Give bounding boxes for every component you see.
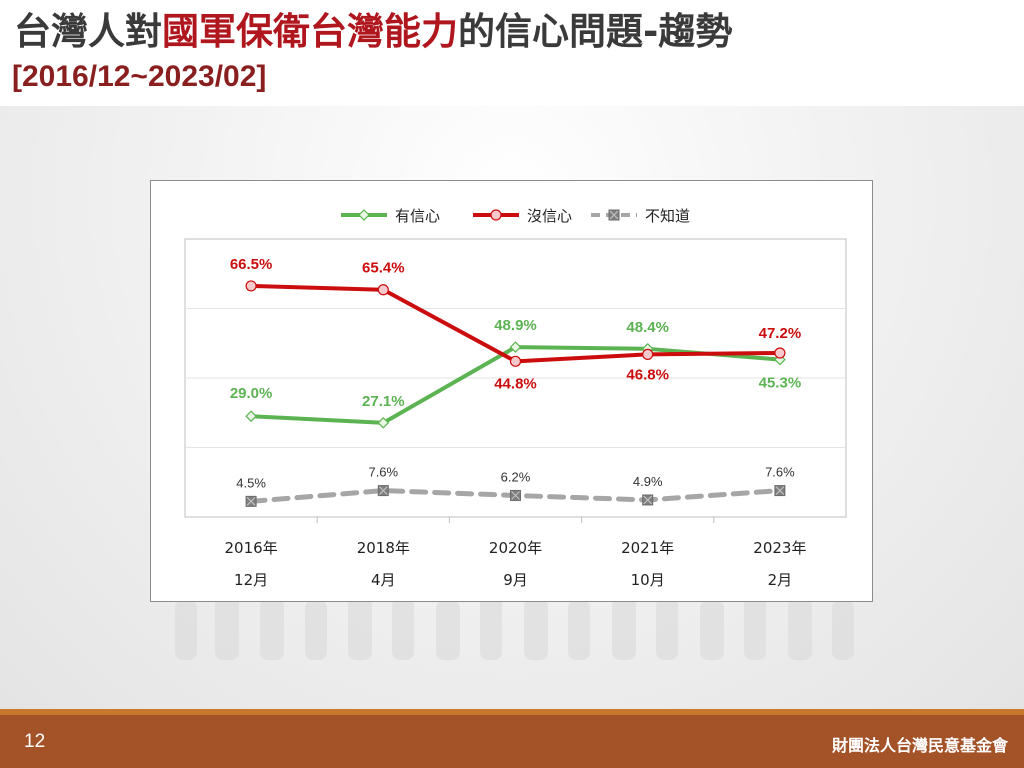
data-label: 6.2% bbox=[501, 469, 531, 484]
x-tick-label: 2023年 bbox=[753, 539, 806, 557]
data-point bbox=[377, 284, 389, 296]
chart-container: 有信心 沒信心 不知道 29.0% 27.1% 48.9% 48.4% 45.3% 66.5%… bbox=[150, 180, 873, 602]
slide-title: 台灣人對國軍保衛台灣能力的信心問題-趨勢 bbox=[14, 10, 732, 54]
title-suffix: 的信心問題-趨勢 bbox=[458, 10, 733, 53]
legend-label: 不知道 bbox=[645, 207, 690, 225]
x-axis: 2016年 12月 2018年 4月 2020年 9月 2021年 10月 2023年 2月 bbox=[225, 517, 806, 589]
data-point-cross bbox=[643, 495, 653, 505]
data-point bbox=[642, 494, 654, 506]
x-tick-label: 4月 bbox=[371, 571, 396, 589]
series-有信心: 29.0% 27.1% 48.9% 48.4% 45.3% bbox=[230, 317, 802, 429]
series-不知道: 4.5% 7.6% 6.2% 4.9% 7.6% bbox=[236, 465, 795, 507]
data-point bbox=[642, 348, 654, 360]
data-label: 48.9% bbox=[494, 317, 537, 334]
data-point bbox=[358, 209, 370, 221]
data-point bbox=[774, 347, 786, 359]
data-point bbox=[377, 416, 390, 429]
series-layer: 29.0% 27.1% 48.9% 48.4% 45.3% 66.5% 65.4% 44.8%… bbox=[230, 256, 802, 507]
data-point-cross bbox=[609, 210, 619, 220]
legend-item: 有信心 bbox=[341, 207, 440, 225]
x-tick-label: 2月 bbox=[768, 571, 793, 589]
legend: 有信心 沒信心 不知道 bbox=[341, 207, 690, 225]
footer-accent-line bbox=[0, 709, 1024, 715]
data-label: 66.5% bbox=[230, 256, 273, 273]
slide-subtitle: [2016/12~2023/02] bbox=[12, 60, 267, 93]
data-point bbox=[245, 280, 257, 292]
legend-label: 有信心 bbox=[395, 207, 440, 225]
data-point bbox=[608, 209, 620, 221]
x-tick-label: 9月 bbox=[503, 571, 528, 589]
data-point bbox=[245, 410, 257, 423]
data-label: 48.4% bbox=[626, 319, 669, 336]
x-tick-label: 10月 bbox=[631, 571, 665, 589]
title-prefix: 台灣人對 bbox=[14, 10, 162, 53]
data-point-cross bbox=[378, 486, 388, 495]
data-label: 29.0% bbox=[230, 385, 273, 402]
x-tick-label: 12月 bbox=[234, 571, 268, 589]
data-point bbox=[377, 485, 389, 497]
footer-bar: 12 財團法人台灣民意基金會 bbox=[0, 715, 1024, 768]
data-label: 47.2% bbox=[759, 325, 802, 342]
data-point bbox=[490, 209, 502, 221]
data-point bbox=[509, 355, 522, 367]
x-tick-label: 2018年 bbox=[357, 539, 410, 557]
organization-name: 財團法人台灣民意基金會 bbox=[831, 736, 1008, 755]
legend-item: 沒信心 bbox=[473, 207, 572, 225]
title-highlight: 國軍保衛台灣能力 bbox=[162, 10, 458, 53]
data-label: 7.6% bbox=[765, 465, 795, 480]
data-point bbox=[509, 341, 522, 353]
line-chart: 有信心 沒信心 不知道 29.0% 27.1%48.9% 48.4%45.3%66.5%… bbox=[184, 207, 847, 589]
data-point-cross bbox=[775, 486, 785, 495]
data-label: 45.3% bbox=[759, 375, 802, 392]
data-point bbox=[245, 495, 257, 507]
legend-item: 不知道 bbox=[591, 207, 690, 225]
data-label: 46.8% bbox=[626, 366, 669, 383]
data-point-cross bbox=[246, 497, 256, 506]
x-tick-label: 2020年 bbox=[489, 539, 542, 557]
data-label: 27.1% bbox=[362, 393, 405, 410]
data-label: 44.8% bbox=[494, 375, 537, 392]
data-label: 7.6% bbox=[368, 465, 398, 480]
data-label: 4.5% bbox=[236, 475, 266, 490]
data-point bbox=[774, 485, 786, 497]
data-point-cross bbox=[511, 491, 520, 500]
data-label: 65.4% bbox=[362, 260, 405, 277]
page-number: 12 bbox=[24, 731, 46, 752]
data-point bbox=[510, 489, 521, 501]
legend-label: 沒信心 bbox=[527, 207, 572, 225]
x-tick-label: 2016年 bbox=[225, 539, 278, 557]
series-沒信心: 66.5% 65.4% 44.8% 46.8% 47.2% bbox=[230, 256, 801, 392]
grid-lines bbox=[185, 308, 846, 448]
data-label: 4.9% bbox=[633, 474, 663, 489]
x-tick-label: 2021年 bbox=[621, 539, 674, 557]
